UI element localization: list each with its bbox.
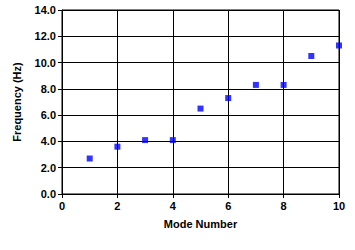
- svg-text:14.0: 14.0: [35, 4, 56, 16]
- svg-text:Mode Number: Mode Number: [164, 218, 238, 230]
- svg-text:6.0: 6.0: [41, 109, 56, 121]
- svg-text:2: 2: [114, 200, 120, 212]
- svg-text:8.0: 8.0: [41, 83, 56, 95]
- svg-text:6: 6: [225, 200, 231, 212]
- svg-text:4.0: 4.0: [41, 135, 56, 147]
- svg-text:0.0: 0.0: [41, 188, 56, 200]
- svg-text:10: 10: [333, 200, 345, 212]
- svg-text:4: 4: [170, 200, 177, 212]
- svg-text:Frequency (Hz): Frequency (Hz): [11, 62, 23, 142]
- svg-text:0: 0: [59, 200, 65, 212]
- svg-text:2.0: 2.0: [41, 162, 56, 174]
- svg-text:8: 8: [281, 200, 287, 212]
- svg-text:10.0: 10.0: [35, 57, 56, 69]
- svg-text:12.0: 12.0: [35, 30, 56, 42]
